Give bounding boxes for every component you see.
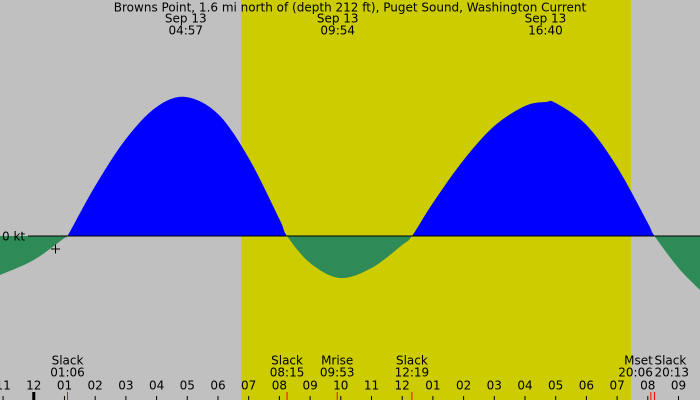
- x-tick-label: 04: [517, 379, 532, 393]
- x-tick-label: 05: [180, 379, 195, 393]
- x-tick-label: 01: [425, 379, 440, 393]
- flood-area: [0, 96, 700, 236]
- x-tick-label: 02: [88, 379, 103, 393]
- x-tick-label: 10: [333, 379, 348, 393]
- x-tick-label: 12: [26, 379, 41, 393]
- peak-time: 09:54: [320, 24, 355, 38]
- chart-title: Browns Point, 1.6 mi north of (depth 212…: [114, 1, 587, 15]
- x-tick-label: 03: [487, 379, 502, 393]
- event-time: 01:06: [50, 366, 85, 380]
- peak-time: 16:40: [528, 24, 563, 38]
- event-time: 08:15: [270, 366, 305, 380]
- peak-date: Sep 13: [165, 12, 207, 26]
- x-tick-label: 06: [210, 379, 225, 393]
- x-tick-label: 12: [395, 379, 410, 393]
- peak-date: Sep 13: [317, 12, 359, 26]
- peak-date: Sep 13: [525, 12, 567, 26]
- x-tick-label: 09: [302, 379, 317, 393]
- x-tick-label: 11: [364, 379, 379, 393]
- x-tick-label: 07: [609, 379, 624, 393]
- peak-time: 04:57: [168, 24, 203, 38]
- x-tick-label: 05: [548, 379, 563, 393]
- event-label: Slack: [654, 354, 686, 368]
- x-tick-label: 11: [0, 379, 11, 393]
- x-tick-label: 04: [149, 379, 164, 393]
- event-label: Slack: [52, 354, 84, 368]
- event-time: 12:19: [395, 366, 430, 380]
- event-label: Slack: [271, 354, 303, 368]
- ebb-area: [0, 236, 700, 290]
- x-tick-label: 02: [456, 379, 471, 393]
- x-tick-label: 08: [640, 379, 655, 393]
- x-tick-label: 07: [241, 379, 256, 393]
- event-time: 20:13: [654, 366, 689, 380]
- x-tick-label: 06: [579, 379, 594, 393]
- event-label: Mrise: [321, 354, 353, 368]
- event-label: Slack: [396, 354, 428, 368]
- x-tick-label: 01: [57, 379, 72, 393]
- x-tick-label: 08: [272, 379, 287, 393]
- event-time: 09:53: [320, 366, 355, 380]
- zero-label: 0 kt: [2, 230, 25, 244]
- event-time: 20:06: [618, 366, 653, 380]
- event-label: Mset: [624, 354, 653, 368]
- cursor-plus: [51, 244, 60, 254]
- x-tick-label: 09: [671, 379, 686, 393]
- x-tick-label: 03: [118, 379, 133, 393]
